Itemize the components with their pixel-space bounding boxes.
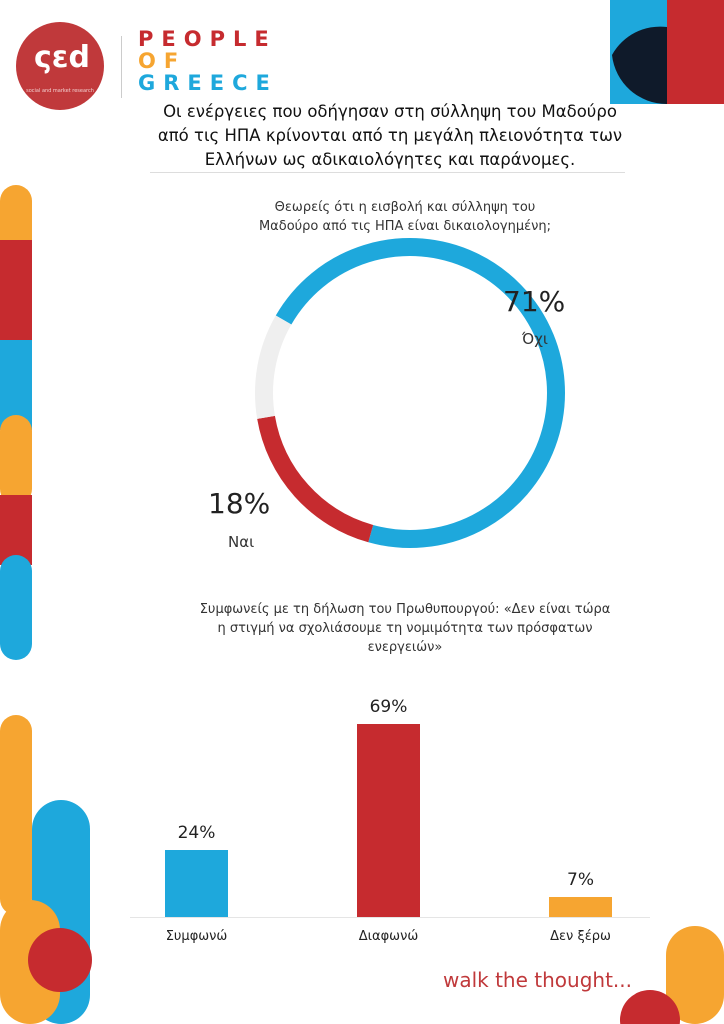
donut-slice-Ναι — [257, 415, 374, 543]
brand-name: PEOPLE OF GREECE — [138, 28, 278, 94]
bar — [357, 723, 420, 917]
donut-chart — [255, 238, 565, 548]
logo-mark: ςεd — [34, 40, 90, 75]
bar-value-label: 69% — [369, 696, 408, 717]
bar — [549, 897, 612, 917]
headline: Οι ενέργειες που οδήγησαν στη σύλληψη το… — [157, 102, 623, 169]
brand-line: OF — [138, 49, 187, 73]
tagline: walk the thought... — [442, 968, 632, 992]
bar-category-label: Διαφωνώ — [358, 929, 419, 944]
bar-value-label: 7% — [567, 870, 594, 891]
divider — [121, 36, 122, 98]
donut-label-name: Όχι — [522, 330, 548, 348]
divider — [150, 172, 625, 173]
donut-slice-Όχι — [275, 238, 565, 548]
bar-category-label: Συμφωνώ — [165, 929, 228, 944]
donut-slice-other — [255, 315, 292, 419]
bar-value-label: 24% — [177, 822, 216, 843]
donut-label-value: 71% — [503, 285, 566, 318]
brand-line: PEOPLE — [138, 27, 277, 51]
donut-label-value: 18% — [208, 487, 271, 520]
bar-question: Συμφωνείς με τη δήλωση του Πρωθυπουργού:… — [199, 602, 611, 655]
donut-question: Θεωρείς ότι η εισβολή και σύλληψη του Μα… — [258, 200, 552, 234]
donut-label-name: Ναι — [228, 533, 255, 551]
x-axis — [130, 917, 650, 918]
bar — [165, 849, 228, 917]
brand-line: GREECE — [138, 71, 278, 95]
company-logo: ςεd social and market research — [16, 22, 104, 110]
logo-subtitle: social and market research — [26, 88, 94, 94]
bar-category-label: Δεν ξέρω — [550, 929, 611, 944]
